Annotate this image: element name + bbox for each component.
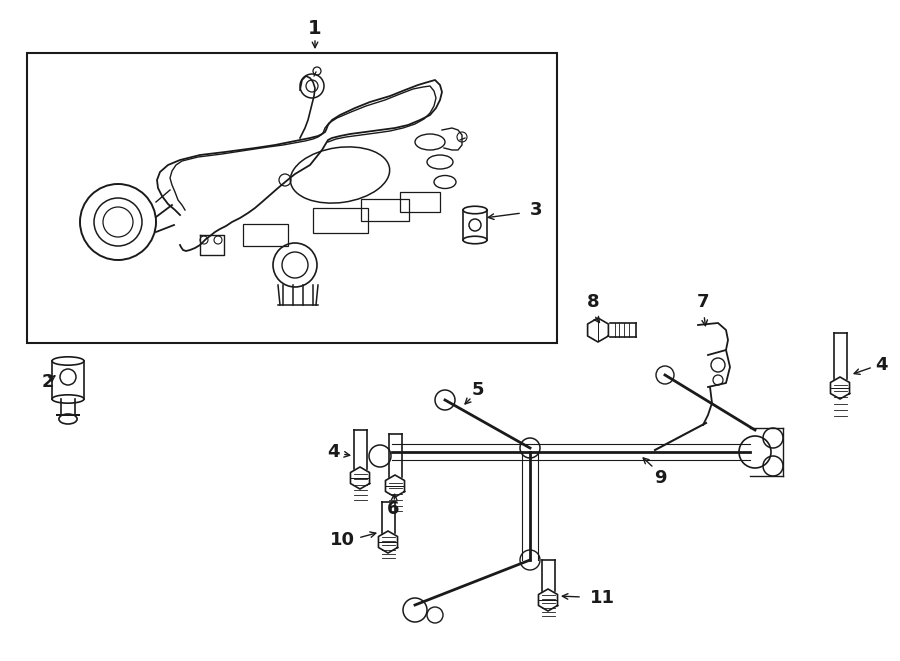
Bar xyxy=(361,199,409,221)
Text: 2: 2 xyxy=(41,373,54,391)
Bar xyxy=(400,192,440,212)
Text: 1: 1 xyxy=(308,19,322,38)
Text: 4: 4 xyxy=(328,443,340,461)
Text: 6: 6 xyxy=(387,500,400,518)
Bar xyxy=(312,208,367,233)
Text: 8: 8 xyxy=(587,293,599,311)
Text: 3: 3 xyxy=(530,201,543,219)
Text: 11: 11 xyxy=(590,589,615,607)
Bar xyxy=(27,53,557,343)
Text: 4: 4 xyxy=(875,356,887,374)
Text: 10: 10 xyxy=(330,531,355,549)
Text: 9: 9 xyxy=(653,469,666,487)
Text: 5: 5 xyxy=(472,381,484,399)
Text: 7: 7 xyxy=(697,293,709,311)
Bar xyxy=(242,224,287,246)
